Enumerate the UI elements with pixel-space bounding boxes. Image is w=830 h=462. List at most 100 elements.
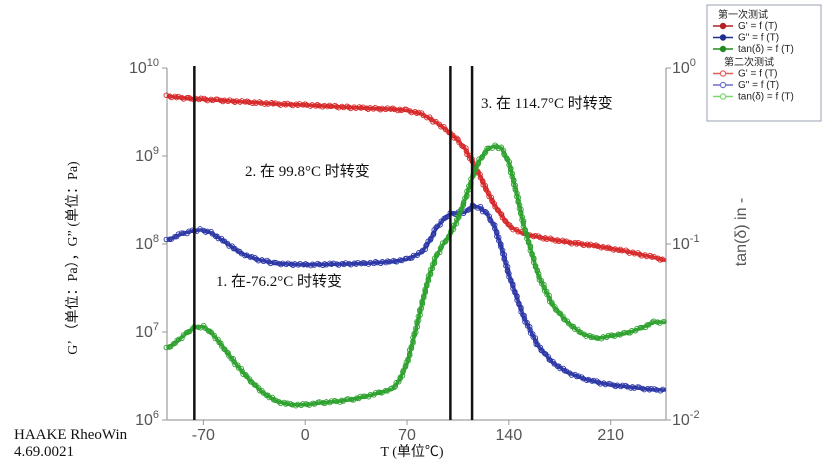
x-tick-label: 140 xyxy=(496,427,523,444)
data-point xyxy=(520,220,527,226)
data-point xyxy=(362,260,368,267)
data-point xyxy=(393,380,399,386)
data-point xyxy=(178,230,185,236)
data-point xyxy=(391,106,398,113)
legend-entry-label: G' = f (T) xyxy=(738,21,777,32)
data-point xyxy=(311,262,317,268)
data-point xyxy=(532,335,539,341)
data-point xyxy=(520,218,527,224)
data-point xyxy=(281,399,287,406)
data-point xyxy=(198,95,204,102)
legend-marker xyxy=(719,70,727,77)
data-point xyxy=(180,230,187,237)
y-right-tick-label: 10-1 xyxy=(672,233,700,253)
data-point xyxy=(453,220,459,227)
data-point xyxy=(336,262,342,268)
data-point xyxy=(403,106,410,113)
data-point xyxy=(556,238,562,245)
data-point xyxy=(403,255,410,262)
data-point xyxy=(425,276,432,283)
data-point xyxy=(208,329,215,336)
data-point xyxy=(186,328,193,335)
data-point xyxy=(547,357,553,363)
data-point xyxy=(207,328,213,335)
data-point xyxy=(304,262,311,268)
data-point xyxy=(570,323,577,330)
data-point xyxy=(529,331,536,337)
data-point xyxy=(414,324,421,330)
data-point xyxy=(514,294,520,300)
data-point xyxy=(252,255,258,261)
data-point xyxy=(383,259,389,266)
data-point xyxy=(264,257,270,264)
data-point xyxy=(365,261,372,267)
data-point xyxy=(276,398,282,405)
data-point xyxy=(211,332,217,339)
data-point xyxy=(595,335,601,341)
legend-marker xyxy=(719,81,727,89)
data-point xyxy=(659,256,666,263)
data-point xyxy=(521,315,528,322)
data-point xyxy=(410,252,417,259)
data-point xyxy=(285,260,291,266)
data-point xyxy=(532,232,538,239)
data-point xyxy=(580,242,587,249)
data-point xyxy=(411,330,417,337)
data-point xyxy=(647,252,653,259)
data-point xyxy=(230,356,236,362)
x-tick-label: 70 xyxy=(398,427,416,444)
data-point xyxy=(575,373,582,379)
data-point xyxy=(498,211,505,218)
series-line xyxy=(166,94,667,263)
data-point xyxy=(463,145,469,151)
data-point xyxy=(379,259,386,265)
data-point xyxy=(297,260,303,267)
data-point xyxy=(638,253,645,259)
data-point xyxy=(600,334,606,340)
data-point xyxy=(410,338,416,345)
data-point xyxy=(232,361,238,368)
data-point xyxy=(249,254,255,260)
data-point xyxy=(482,149,489,155)
data-point xyxy=(371,260,377,267)
data-point xyxy=(167,343,174,350)
data-point xyxy=(292,261,298,267)
data-point xyxy=(543,288,550,295)
data-point xyxy=(407,108,413,114)
data-point xyxy=(172,233,178,240)
data-point xyxy=(417,312,423,318)
data-point xyxy=(438,218,444,225)
software-version: 4.69.0021 xyxy=(14,444,74,460)
legend-entry-label: G' = f (T) xyxy=(738,69,777,80)
data-point xyxy=(226,97,233,103)
data-point xyxy=(561,238,568,245)
data-point xyxy=(221,97,228,104)
data-point xyxy=(296,101,303,107)
data-point xyxy=(437,222,443,228)
data-point xyxy=(258,100,264,106)
data-point xyxy=(459,142,465,149)
data-point xyxy=(433,224,439,231)
data-point xyxy=(614,382,621,389)
data-point xyxy=(568,240,575,247)
x-tick-label: 0 xyxy=(301,427,310,444)
data-point xyxy=(456,139,462,146)
data-point xyxy=(454,135,460,142)
data-point xyxy=(482,209,489,215)
data-point xyxy=(175,93,182,100)
data-point xyxy=(538,277,545,284)
data-point xyxy=(595,379,602,386)
legend-entry-label: tan(δ) = f (T) xyxy=(738,92,794,103)
data-point xyxy=(575,240,582,246)
data-point xyxy=(386,259,393,265)
data-point xyxy=(639,324,645,331)
data-point xyxy=(477,171,483,178)
data-point xyxy=(180,96,187,102)
data-point xyxy=(430,119,436,125)
data-point xyxy=(568,372,575,378)
data-point xyxy=(304,102,310,108)
data-point xyxy=(423,243,429,249)
data-point xyxy=(478,206,485,212)
data-point xyxy=(289,402,296,408)
